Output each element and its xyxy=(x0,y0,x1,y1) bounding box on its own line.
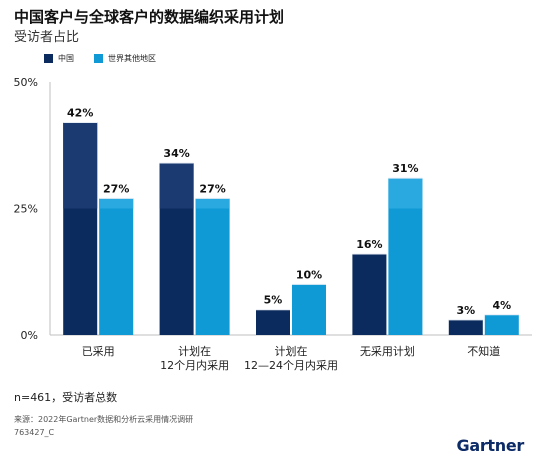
bar-world-upper xyxy=(195,198,230,209)
x-tick-label: 不知道 xyxy=(467,344,500,358)
bar-world xyxy=(484,314,519,335)
gartner-logo: Gartner xyxy=(456,436,524,455)
legend-label-china: 中国 xyxy=(58,54,74,63)
bar-world-upper xyxy=(99,198,134,209)
data-label-china: 42% xyxy=(67,106,93,119)
bar-china-upper xyxy=(63,122,98,209)
legend-item-world: 世界其他地区 xyxy=(94,53,156,64)
x-tick-label: 计划在 xyxy=(275,345,308,358)
bar-world-upper xyxy=(388,178,423,209)
x-tick-label: 12—24个月内采用 xyxy=(244,358,338,372)
legend-swatch-world xyxy=(94,54,103,63)
bar-world xyxy=(195,198,230,335)
y-tick-label: 50% xyxy=(14,76,38,89)
legend: 中国 世界其他地区 xyxy=(44,53,156,64)
data-label-china: 16% xyxy=(356,238,382,251)
data-label-world: 10% xyxy=(296,268,322,281)
chart-subtitle: 受访者占比 xyxy=(14,30,80,45)
data-label-china: 3% xyxy=(456,304,475,317)
sample-size-note: n=461，受访者总数 xyxy=(14,391,118,404)
bar-world xyxy=(292,284,326,335)
bar-china xyxy=(256,309,290,335)
y-tick-label: 25% xyxy=(14,203,38,216)
bar-china xyxy=(352,254,387,335)
x-tick-label: 已采用 xyxy=(82,345,115,358)
data-label-world: 27% xyxy=(103,182,129,195)
legend-item-china: 中国 xyxy=(44,53,74,64)
data-label-china: 5% xyxy=(264,294,283,307)
bar-china-upper xyxy=(159,162,194,209)
figure-code: 763427_C xyxy=(14,428,55,437)
chart-title: 中国客户与全球客户的数据编织采用计划 xyxy=(14,8,285,26)
x-tick-label: 无采用计划 xyxy=(360,345,415,358)
legend-label-world: 世界其他地区 xyxy=(108,54,156,63)
x-tick-label: 计划在 xyxy=(178,345,211,358)
bar-world xyxy=(99,198,134,335)
source-note: 来源：2022年Gartner数据和分析云采用情况调研 xyxy=(14,415,194,424)
data-label-world: 31% xyxy=(392,162,418,175)
x-tick-label: 12个月内采用 xyxy=(160,358,229,372)
legend-swatch-china xyxy=(44,54,53,63)
data-label-world: 4% xyxy=(492,299,511,312)
data-label-world: 27% xyxy=(199,182,225,195)
y-tick-label: 0% xyxy=(21,329,38,342)
data-label-china: 34% xyxy=(163,147,189,160)
bar-china xyxy=(448,319,483,335)
